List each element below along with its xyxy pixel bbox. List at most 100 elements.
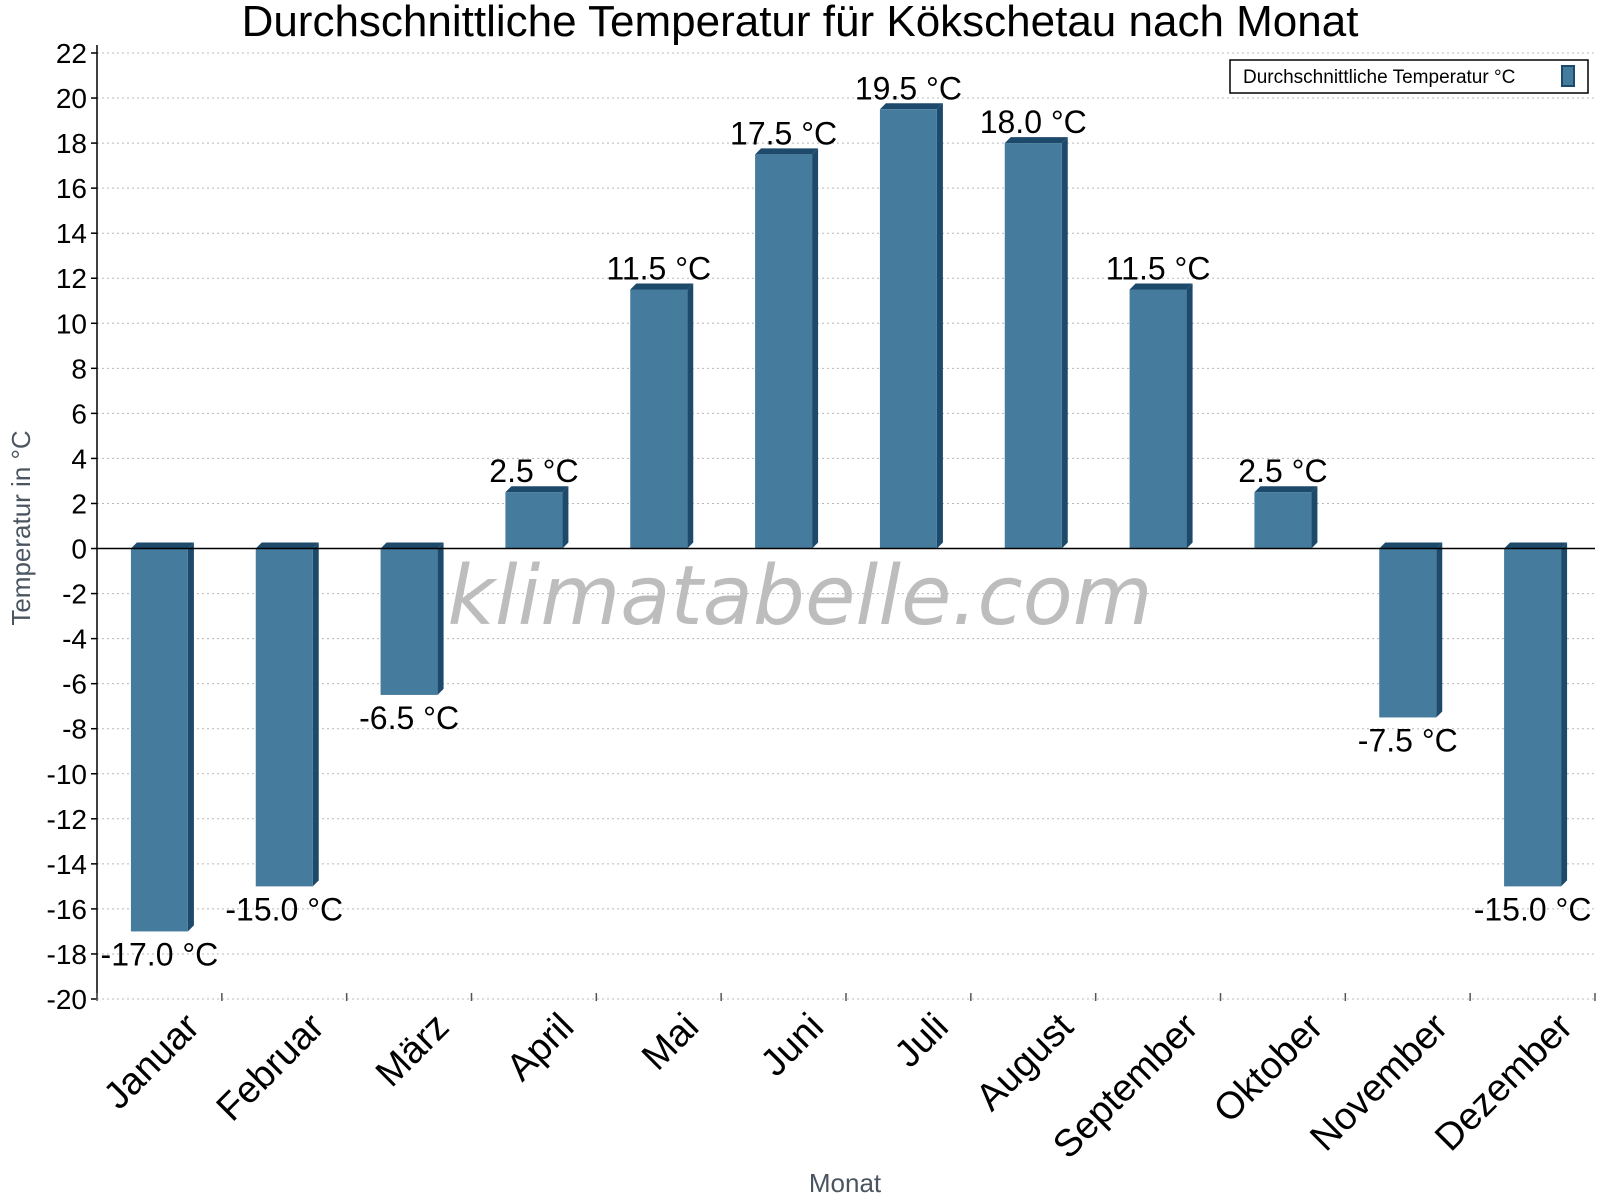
data-label-februar: -15.0 °C (225, 891, 343, 927)
bar-side (312, 542, 319, 887)
bar-top (755, 148, 819, 155)
bar-april (505, 486, 569, 549)
bar-face (1504, 548, 1562, 887)
bar-side (437, 542, 444, 695)
y-tick-label-21: 22 (56, 38, 87, 69)
legend-label: Durchschnittliche Temperatur °C (1243, 67, 1515, 88)
bar-januar (130, 542, 194, 932)
bar-top (879, 103, 943, 110)
bar-side (1311, 486, 1318, 549)
bar-juli (879, 103, 943, 549)
data-label-august: 18.0 °C (980, 104, 1087, 140)
bar-top (380, 542, 444, 549)
x-tick-label-oktober: Oktober (1206, 1005, 1332, 1131)
chart-title: Durchschnittliche Temperatur für Köksche… (242, 0, 1359, 46)
bar-face (755, 154, 813, 549)
y-tick-label-5: -10 (47, 759, 87, 790)
data-label-mai: 11.5 °C (606, 251, 711, 287)
bar-top (1129, 283, 1193, 290)
x-tick-label-april: April (499, 1006, 582, 1089)
bar-face (380, 548, 438, 695)
data-label-dezember: -15.0 °C (1474, 891, 1592, 927)
y-tick-label-19: 18 (56, 128, 87, 159)
legend: Durchschnittliche Temperatur °C (1229, 59, 1589, 94)
bar-side (1436, 542, 1443, 718)
bar-side (1186, 283, 1193, 549)
bar-face (1004, 143, 1062, 549)
y-tick-label-17: 14 (56, 218, 87, 249)
y-tick-label-11: 2 (71, 488, 87, 519)
bar-top (630, 283, 694, 290)
data-label-november: -7.5 °C (1358, 722, 1458, 758)
bar-face (130, 548, 188, 932)
bar-side (812, 148, 819, 549)
bar-side (1061, 137, 1068, 549)
y-tick-label-2: -16 (47, 894, 87, 925)
y-tick-label-16: 12 (56, 263, 87, 294)
data-label-oktober: 2.5 °C (1238, 453, 1327, 489)
y-tick-label-14: 8 (71, 353, 87, 384)
x-tick-labels: Januar Februar März April Mai Juni Juli AugustS… (96, 1005, 1581, 1166)
bar-face (630, 289, 688, 549)
x-tick-label-juni: Juni (753, 1006, 832, 1085)
y-tick-label-3: -14 (47, 849, 87, 880)
x-axis-label: Monat (809, 1168, 882, 1198)
y-tick-label-9: -2 (62, 579, 87, 610)
x-tick-label-dezember: Dezember (1427, 1005, 1581, 1159)
bar-side (936, 103, 943, 549)
bar-side (1561, 542, 1568, 887)
y-tick-label-15: 10 (56, 308, 87, 339)
y-tick-labels: -20-18-16-14-12-10-8-6-4-202468101214161… (47, 38, 87, 1015)
bar-face (505, 492, 563, 549)
bar-juni (755, 148, 819, 549)
bar-februar (255, 542, 319, 887)
bar-november (1379, 542, 1443, 718)
bar-august (1004, 137, 1068, 549)
bar-face (879, 109, 937, 549)
legend-box (1229, 59, 1589, 94)
bar-face (1254, 492, 1312, 549)
bar-september (1129, 283, 1193, 549)
bar-face (255, 548, 313, 887)
y-tick-label-0: -20 (47, 984, 87, 1015)
bar-side (562, 486, 569, 549)
bar-top (1004, 137, 1068, 144)
y-tick-label-13: 6 (71, 398, 87, 429)
x-tick-label-august: August (968, 1005, 1082, 1119)
y-tick-label-1: -18 (47, 939, 87, 970)
x-tick-label-märz: März (368, 1006, 457, 1095)
y-tick-label-6: -8 (62, 714, 87, 745)
data-labels: -17.0 °C-15.0 °C-6.5 °C2.5 °C11.5 °C17.5… (101, 70, 1592, 972)
bar-top (1379, 542, 1443, 549)
bar-side (187, 542, 194, 932)
bar-top (255, 542, 319, 549)
y-tick-label-18: 16 (56, 173, 87, 204)
bar-face (1379, 548, 1437, 718)
y-tick-label-10: 0 (71, 534, 87, 565)
data-label-januar: -17.0 °C (101, 936, 219, 972)
bars (130, 103, 1568, 932)
y-tick-label-7: -6 (62, 669, 87, 700)
bar-dezember (1504, 542, 1568, 887)
bar-top (130, 542, 194, 549)
data-label-april: 2.5 °C (489, 453, 578, 489)
axes (91, 45, 1596, 1001)
bar-märz (380, 542, 444, 695)
gridlines (97, 52, 1595, 1000)
x-tick-label-februar: Februar (209, 1005, 333, 1129)
y-tick-label-4: -12 (47, 804, 87, 835)
y-axis-label: Temperatur in °C (6, 430, 36, 625)
data-label-juli: 19.5 °C (855, 70, 962, 106)
bar-oktober (1254, 486, 1318, 549)
data-label-september: 11.5 °C (1106, 251, 1211, 287)
y-tick-label-12: 4 (71, 443, 87, 474)
bar-top (1504, 542, 1568, 549)
y-tick-label-8: -4 (62, 624, 87, 655)
y-tick-label-20: 20 (56, 83, 87, 114)
bar-side (687, 283, 694, 549)
legend-swatch (1561, 65, 1575, 87)
x-tick-label-mai: Mai (634, 1006, 707, 1079)
data-label-juni: 17.5 °C (730, 115, 837, 151)
